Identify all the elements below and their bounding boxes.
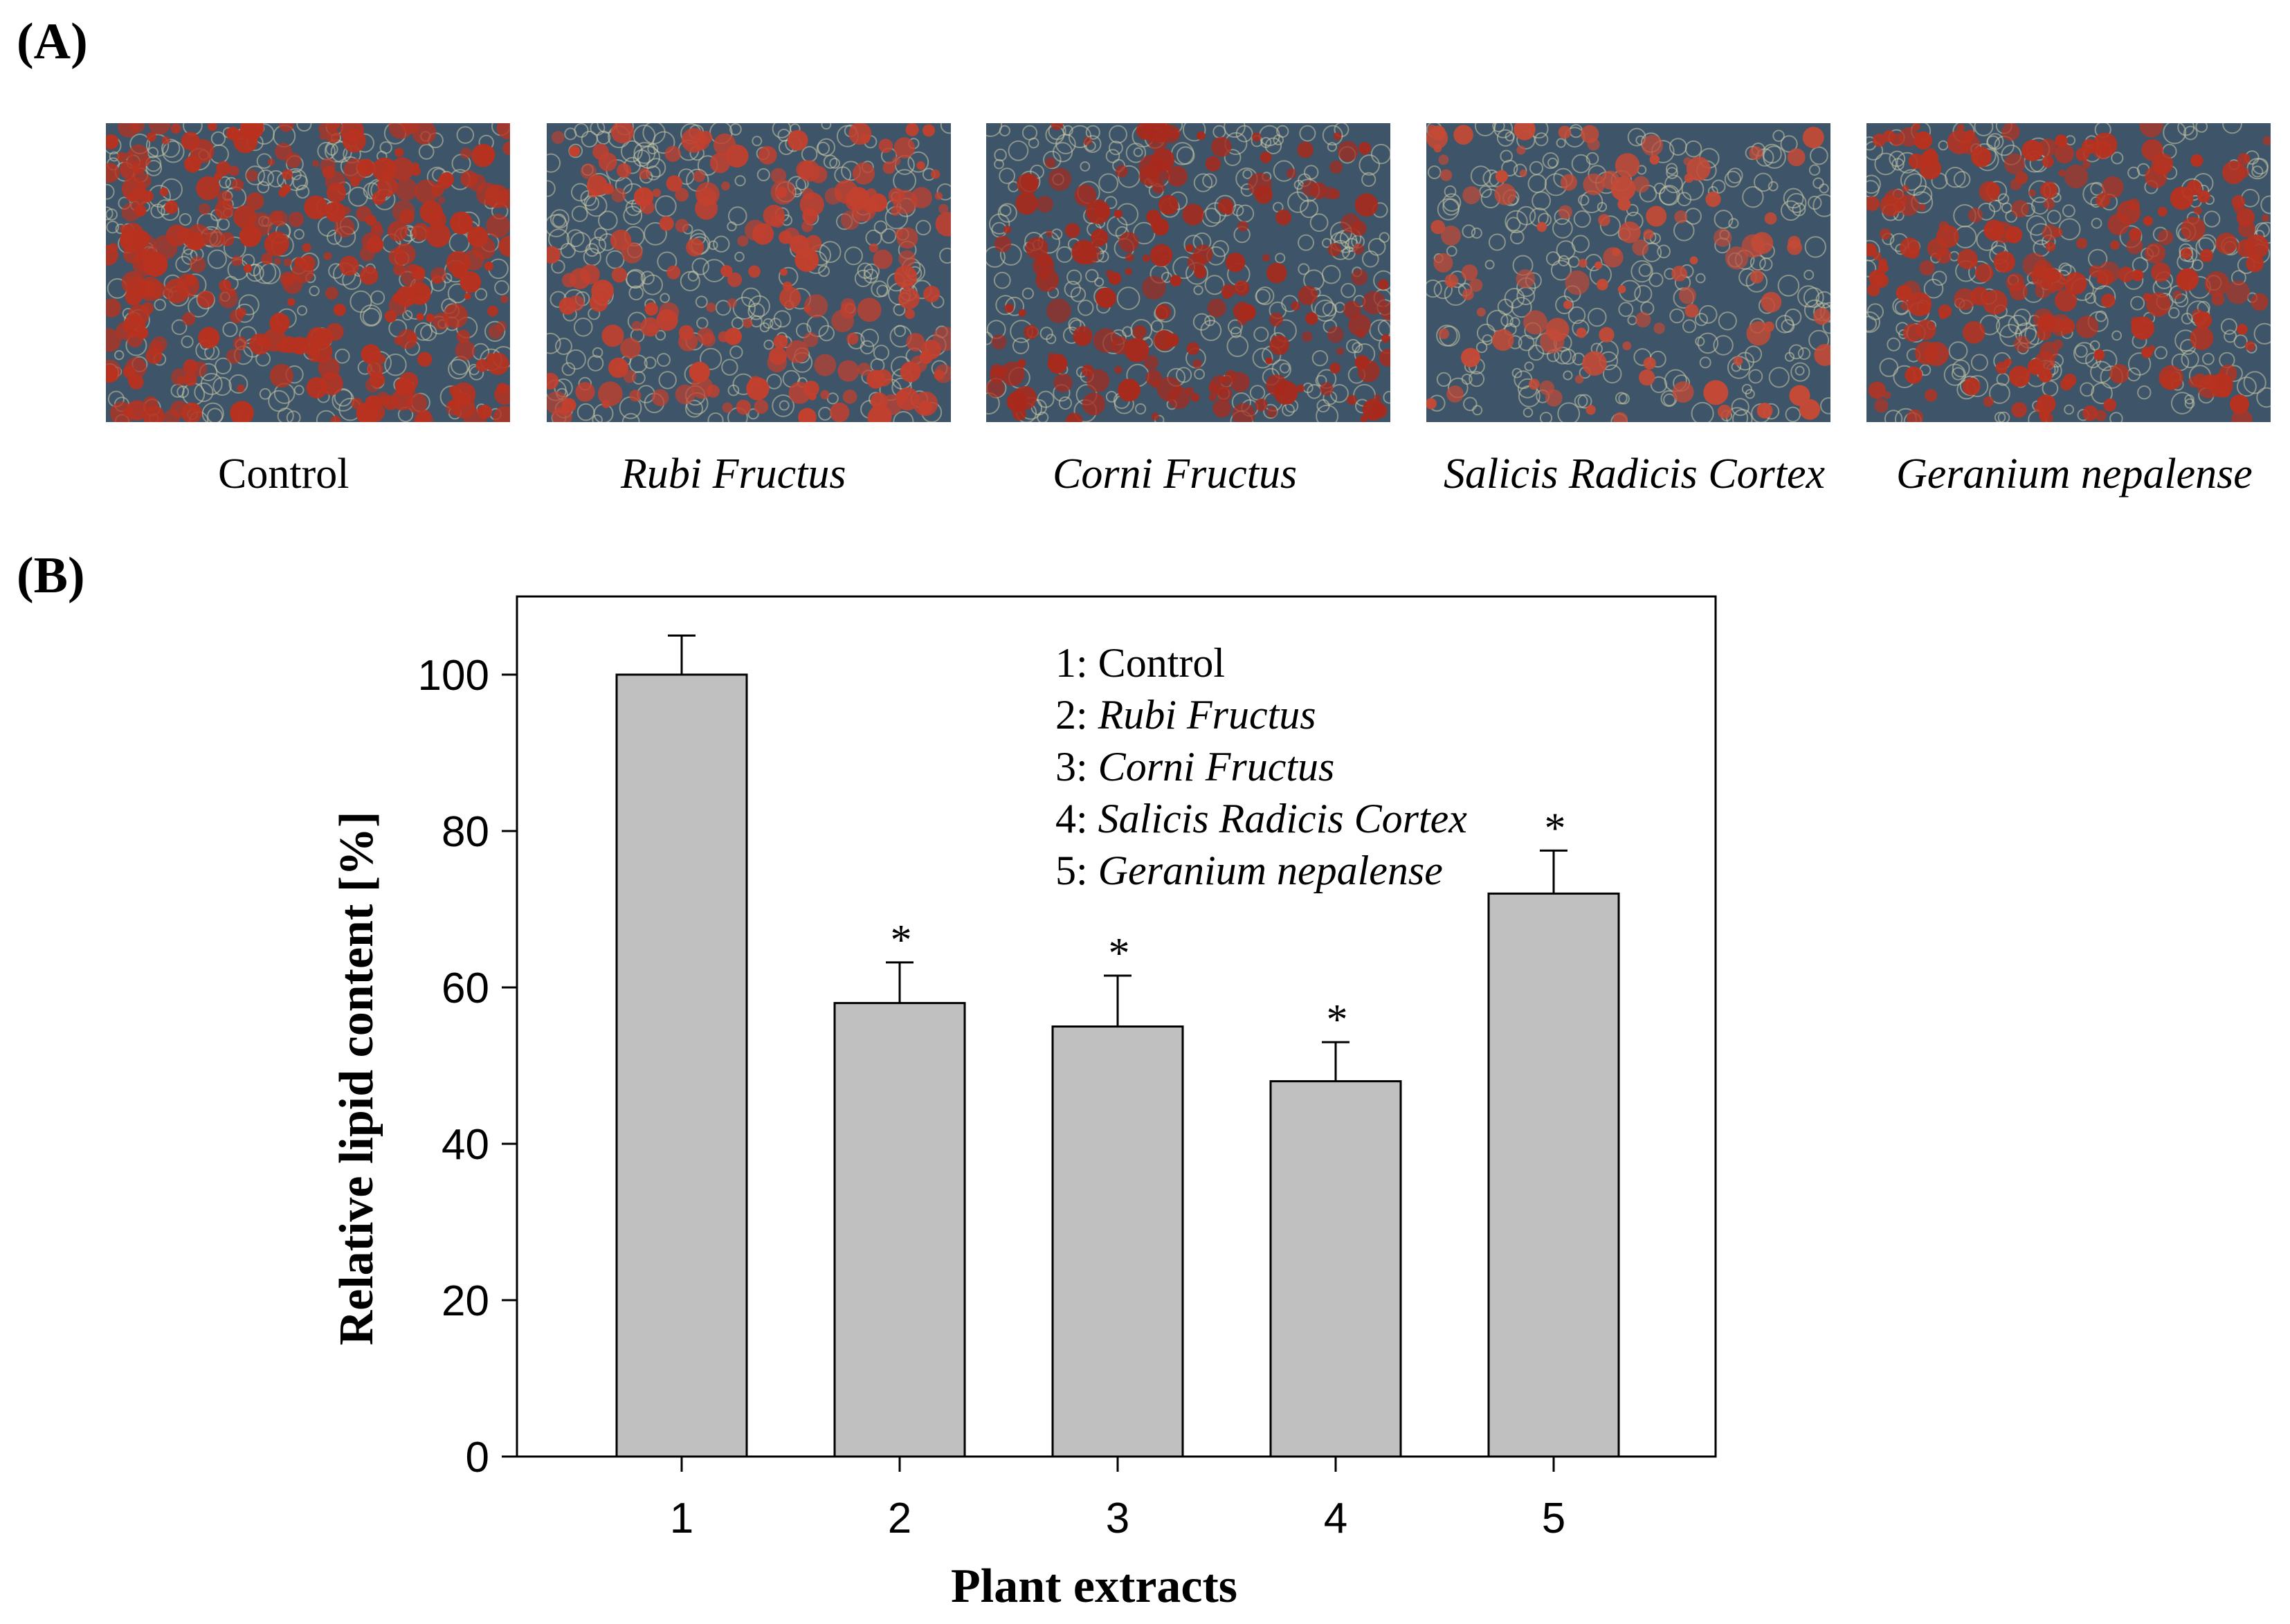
legend-entry: 5: Geranium nepalense xyxy=(1055,848,1443,893)
y-tick-label: 60 xyxy=(442,965,489,1012)
legend-number: 5: xyxy=(1055,848,1098,893)
micrograph-caption: Corni Fructus xyxy=(1053,450,1298,498)
y-tick-label: 20 xyxy=(442,1277,489,1325)
x-axis-label: Plant extracts xyxy=(951,1560,1237,1613)
significance-mark: * xyxy=(1545,805,1566,852)
micrograph-image xyxy=(986,123,1390,422)
y-axis-label: Relative lipid content [%] xyxy=(330,812,383,1346)
legend-entry: 4: Salicis Radicis Cortex xyxy=(1055,796,1467,841)
bar xyxy=(1051,1025,1184,1458)
x-tick-label: 5 xyxy=(1542,1495,1565,1542)
x-tick-label: 2 xyxy=(888,1495,911,1542)
legend-name: Salicis Radicis Cortex xyxy=(1098,796,1468,841)
micrograph-image xyxy=(1866,123,2271,422)
legend-entry: 2: Rubi Fructus xyxy=(1055,692,1316,738)
micrograph-caption: Salicis Radicis Cortex xyxy=(1444,450,1826,498)
panel-b-label: (B) xyxy=(17,547,85,604)
legend-name: Control xyxy=(1098,640,1225,686)
x-tick-label: 4 xyxy=(1324,1495,1347,1542)
legend-name: Geranium nepalense xyxy=(1098,848,1443,893)
micrograph-image xyxy=(106,123,510,422)
significance-mark: * xyxy=(1109,930,1130,977)
legend-entry: 3: Corni Fructus xyxy=(1055,744,1334,790)
bar xyxy=(615,673,748,1458)
micrograph-image xyxy=(1426,123,1830,422)
x-tick-label: 1 xyxy=(670,1495,693,1542)
legend-number: 3: xyxy=(1055,744,1098,790)
micrograph-image xyxy=(547,123,951,422)
y-tick-label: 100 xyxy=(418,652,489,700)
panel-a-label: (A) xyxy=(17,13,88,70)
legend-number: 4: xyxy=(1055,796,1098,841)
legend-number: 2: xyxy=(1055,692,1098,738)
bar xyxy=(833,1002,966,1458)
bar xyxy=(1487,892,1620,1458)
legend-name: Corni Fructus xyxy=(1098,744,1335,790)
x-tick-label: 3 xyxy=(1106,1495,1129,1542)
y-tick-label: 40 xyxy=(442,1121,489,1169)
micrograph-caption: Geranium nepalense xyxy=(1896,450,2253,498)
legend-entry: 1: Control xyxy=(1055,640,1225,686)
significance-mark: * xyxy=(891,917,912,964)
bar xyxy=(1269,1080,1402,1458)
legend-number: 1: xyxy=(1055,640,1098,686)
legend-name: Rubi Fructus xyxy=(1098,692,1316,738)
micrograph-caption: Control xyxy=(218,450,349,498)
significance-mark: * xyxy=(1327,996,1348,1043)
micrograph-caption: Rubi Fructus xyxy=(621,450,846,498)
y-tick-label: 80 xyxy=(442,808,489,856)
y-tick-label: 0 xyxy=(466,1434,489,1481)
